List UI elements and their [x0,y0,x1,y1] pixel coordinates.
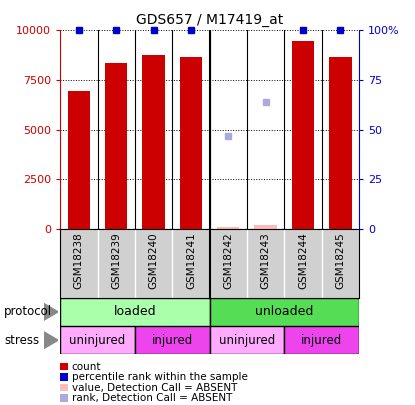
Bar [135,326,210,354]
Title: GDS657 / M17419_at: GDS657 / M17419_at [136,13,283,27]
Text: stress: stress [4,334,39,347]
Bar [142,55,165,229]
Text: GSM18238: GSM18238 [74,232,84,289]
Text: rank, Detection Call = ABSENT: rank, Detection Call = ABSENT [72,393,232,403]
Text: protocol: protocol [4,305,52,318]
Text: count: count [72,362,101,371]
Bar [329,57,352,229]
Bar [217,227,239,229]
Text: GSM18245: GSM18245 [335,232,345,289]
Text: injured: injured [301,334,342,347]
Polygon shape [44,332,58,349]
Text: GSM18239: GSM18239 [111,232,121,289]
Bar [68,91,90,229]
Text: value, Detection Call = ABSENT: value, Detection Call = ABSENT [72,383,237,392]
Text: GSM18241: GSM18241 [186,232,196,289]
Bar [180,57,202,229]
Text: GSM18242: GSM18242 [223,232,233,289]
Text: percentile rank within the sample: percentile rank within the sample [72,372,248,382]
Text: GSM18244: GSM18244 [298,232,308,289]
Polygon shape [44,303,58,320]
Bar [60,298,210,326]
Text: loaded: loaded [114,305,156,318]
Text: unloaded: unloaded [255,305,313,318]
Bar [254,225,277,229]
Text: uninjured: uninjured [69,334,126,347]
Bar [60,326,135,354]
Bar [210,326,284,354]
Text: uninjured: uninjured [219,334,275,347]
Bar [105,63,127,229]
Text: injured: injured [151,334,193,347]
Text: GSM18243: GSM18243 [261,232,271,289]
Bar [292,41,314,229]
Text: GSM18240: GSM18240 [149,232,159,289]
Bar [284,326,359,354]
Bar [210,298,359,326]
